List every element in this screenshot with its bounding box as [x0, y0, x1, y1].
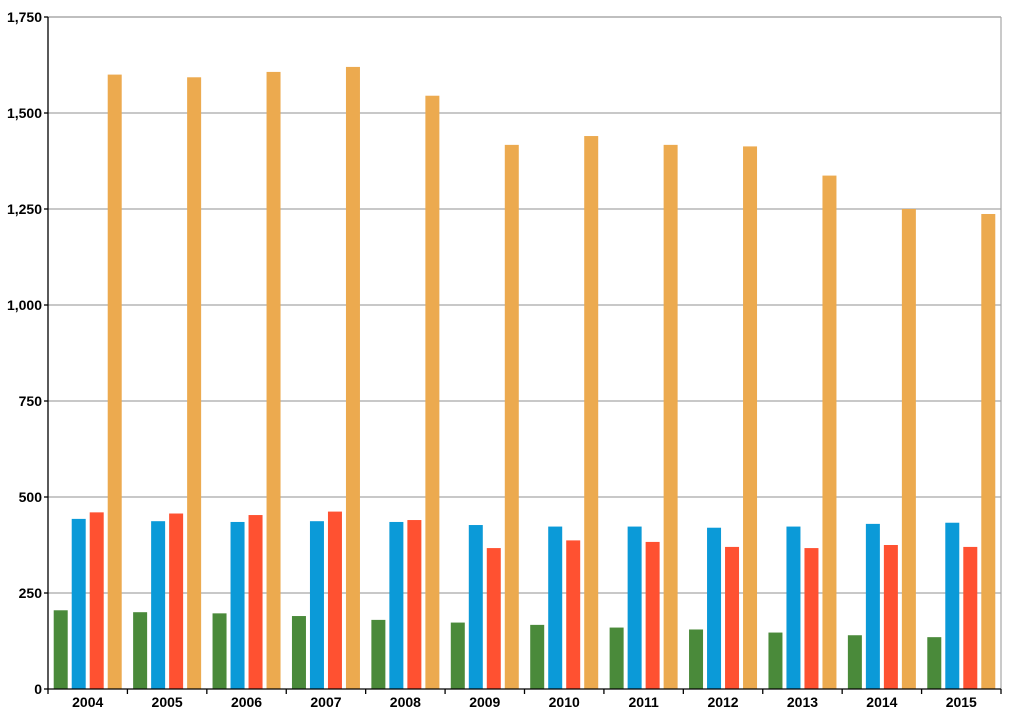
- x-tick-label: 2009: [469, 694, 500, 710]
- x-tick-label: 2008: [390, 694, 421, 710]
- bars: [53, 66, 996, 690]
- x-tick-label: 2015: [946, 694, 977, 710]
- bar-2005-series-4: [187, 77, 202, 689]
- x-tick-label: 2014: [866, 694, 897, 710]
- x-tick-label: 2006: [231, 694, 262, 710]
- y-tick-label: 1,500: [7, 105, 42, 121]
- bar-2006-series-1: [212, 613, 227, 689]
- bar-2013-series-1: [768, 632, 783, 689]
- bar-2010-series-1: [530, 624, 545, 689]
- bar-2008-series-1: [371, 619, 386, 689]
- x-tick-label: 2007: [310, 694, 341, 710]
- bar-2004-series-3: [89, 512, 104, 689]
- bar-2012-series-2: [707, 527, 722, 689]
- bar-2010-series-4: [584, 136, 599, 690]
- bar-2015-series-3: [963, 546, 978, 689]
- y-tick-labels: 0 250 500 750 1,000 1,250 1,500 1,750: [7, 9, 42, 697]
- y-tick-label: 750: [19, 393, 43, 409]
- bar-2012-series-4: [743, 146, 758, 689]
- bar-2011-series-3: [645, 541, 660, 689]
- bar-2011-series-1: [609, 627, 624, 689]
- bar-2010-series-3: [566, 540, 581, 689]
- bar-2015-series-2: [945, 522, 960, 689]
- y-tick-label: 1,250: [7, 201, 42, 217]
- x-tick-label: 2013: [787, 694, 818, 710]
- x-tick-label: 2010: [549, 694, 580, 710]
- axes: [44, 16, 1002, 694]
- x-tick-label: 2005: [152, 694, 183, 710]
- bar-2007-series-2: [309, 521, 324, 689]
- bar-2007-series-3: [327, 511, 342, 689]
- bar-2013-series-2: [786, 526, 801, 689]
- gridlines: [48, 16, 1002, 689]
- bar-2007-series-1: [291, 616, 306, 689]
- x-tick-label: 2011: [628, 694, 659, 710]
- y-tick-label: 0: [34, 681, 42, 697]
- bar-2006-series-3: [248, 515, 263, 689]
- y-tick-label: 250: [19, 585, 43, 601]
- bar-2006-series-4: [266, 71, 281, 690]
- bar-2014-series-4: [901, 209, 916, 689]
- y-tick-label: 1,750: [7, 9, 42, 25]
- y-tick-label: 1,000: [7, 297, 42, 313]
- bar-2014-series-2: [865, 523, 880, 689]
- bar-2014-series-1: [847, 635, 862, 689]
- bar-2012-series-1: [689, 629, 704, 689]
- bar-2009-series-3: [486, 548, 501, 689]
- bar-2007-series-4: [345, 66, 360, 690]
- bar-2004-series-1: [53, 610, 68, 689]
- x-tick-labels: 2004 2005 2006 2007 2008 2009 2010 2011 2012 2013…: [72, 694, 977, 710]
- bar-2012-series-3: [725, 546, 740, 689]
- bar-2008-series-4: [425, 95, 440, 690]
- bar-2005-series-1: [133, 612, 148, 689]
- bar-2008-series-2: [389, 521, 404, 689]
- bar-2013-series-4: [822, 175, 837, 690]
- bar-2010-series-2: [548, 526, 563, 689]
- x-tick-label: 2004: [72, 694, 103, 710]
- bar-2005-series-3: [169, 513, 184, 689]
- bar-2011-series-4: [663, 144, 678, 689]
- bar-2009-series-4: [504, 144, 519, 689]
- bar-2009-series-1: [450, 622, 465, 689]
- bar-2004-series-2: [71, 518, 86, 689]
- bar-2005-series-2: [151, 521, 166, 689]
- y-tick-label: 500: [19, 489, 43, 505]
- x-tick-label: 2012: [707, 694, 738, 710]
- bar-2014-series-3: [883, 545, 898, 689]
- bar-2008-series-3: [407, 520, 422, 689]
- bar-2009-series-2: [468, 525, 483, 689]
- bar-2004-series-4: [107, 74, 122, 690]
- bar-2015-series-1: [927, 637, 942, 689]
- bar-2006-series-2: [230, 521, 245, 689]
- bar-2013-series-3: [804, 548, 819, 689]
- bar-2015-series-4: [981, 213, 996, 689]
- bar-2011-series-2: [627, 526, 642, 689]
